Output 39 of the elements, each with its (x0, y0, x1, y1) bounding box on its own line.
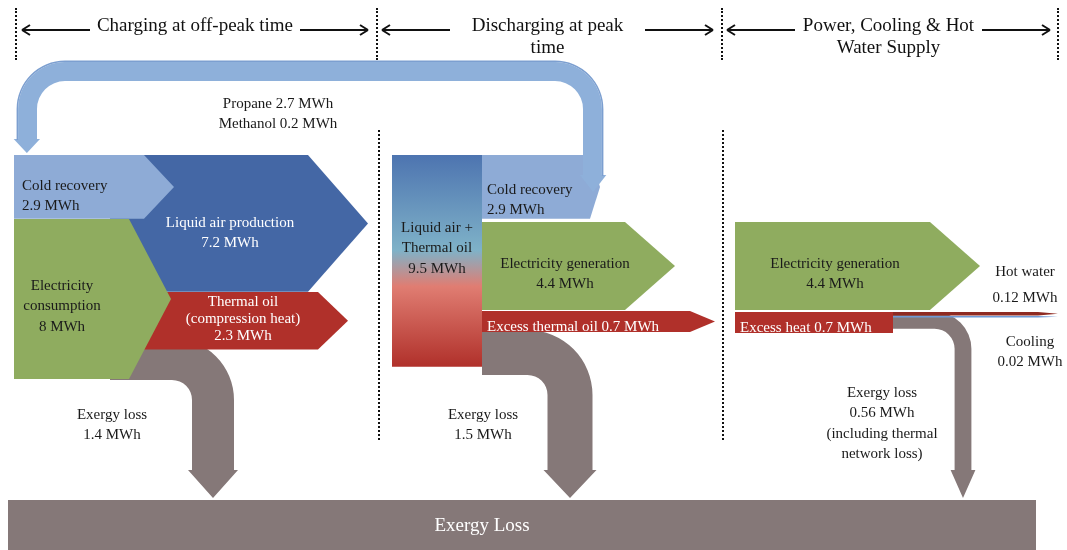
category-label: Exergy loss (447, 405, 519, 422)
data-label: 0.7 MWh (814, 318, 873, 335)
data-label: 0.2 MWh (279, 114, 338, 131)
text: Exergy Loss (434, 513, 530, 535)
category-label: Cold recovery (487, 180, 573, 197)
data-label: 4.4 MWh (806, 275, 865, 292)
data-label: 2.9 MWh (487, 201, 545, 218)
category-label: Cold recovery (22, 176, 108, 193)
category-label: Exergy loss (846, 383, 918, 400)
data-label: 0.56 MWh (849, 404, 915, 421)
text: Charging at off-peak time (95, 14, 295, 36)
category-label: Excess thermal oil (487, 317, 598, 334)
data-label: 0.12 MWh (992, 288, 1058, 305)
category-label: Liquid air + Thermal oil (401, 218, 473, 256)
data-label: 1.4 MWh (83, 426, 142, 443)
data-label: 8 MWh (38, 317, 86, 334)
category-label: Electricity generation (500, 254, 631, 271)
text: Discharging at peak time (470, 14, 625, 58)
category-label: Hot water (995, 262, 1055, 279)
data-label: 9.5 MWh (408, 259, 467, 276)
data-label: 2.9 MWh (22, 197, 80, 214)
category-label: Electricity generation (770, 254, 901, 271)
category-label: Electricity consumption (23, 276, 102, 314)
category-label: Propane (222, 94, 273, 111)
data-label: 7.2 MWh (201, 234, 260, 251)
data-label: 0.7 MWh (601, 317, 660, 334)
data-label: 2.7 MWh (275, 94, 334, 111)
category-label: Excess heat (740, 318, 812, 335)
data-label: 4.4 MWh (536, 275, 595, 292)
category-label: Thermal oil (compression heat) (185, 292, 301, 327)
category-label: Methanol (218, 114, 277, 131)
category-label: Cooling (1005, 332, 1055, 349)
text: (including thermal network loss) (826, 424, 938, 463)
data-label: 1.5 MWh (454, 426, 513, 443)
category-label: Exergy loss (76, 405, 148, 422)
category-label: Liquid air production (165, 213, 295, 230)
data-label: 0.02 MWh (997, 353, 1063, 370)
text: Power, Cooling & Hot Water Supply (801, 14, 976, 58)
data-label: 2.3 MWh (214, 326, 273, 343)
